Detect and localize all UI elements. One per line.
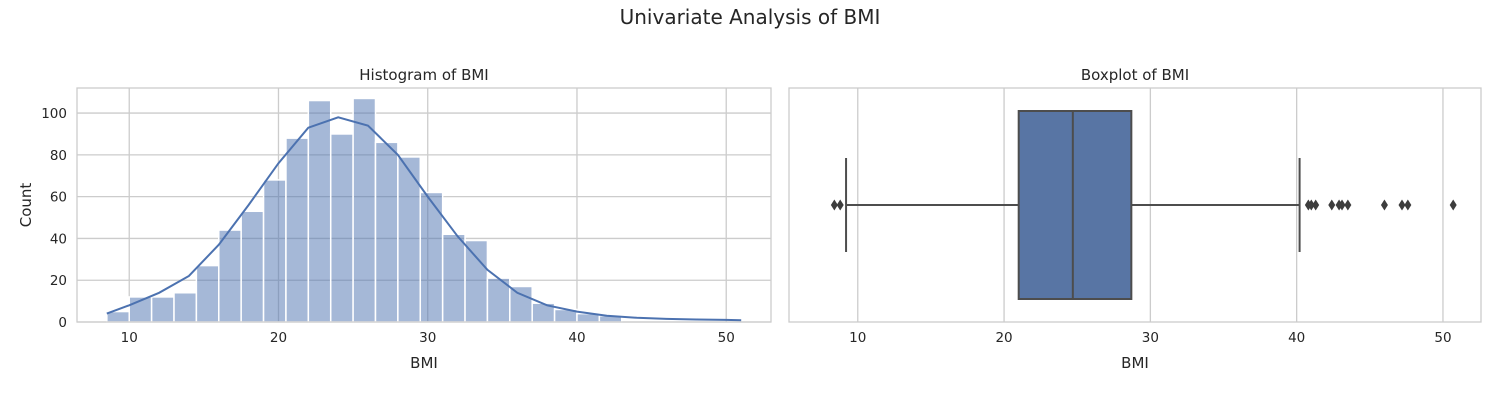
boxplot-x-label: BMI xyxy=(1121,354,1149,372)
histogram-panel: Histogram of BMI 10 20 30 40 50 0 20 40 60 80 100… xyxy=(17,66,772,372)
histogram-bar xyxy=(218,229,242,323)
y-tick-label: 40 xyxy=(50,231,67,247)
x-tick-label: 50 xyxy=(1434,330,1451,346)
y-tick-label: 60 xyxy=(50,190,67,206)
histogram-bar xyxy=(441,233,466,323)
x-tick-label: 10 xyxy=(849,330,866,346)
histogram-bar xyxy=(240,210,265,323)
boxplot-frame xyxy=(788,87,1482,323)
histogram-bar xyxy=(173,292,198,323)
histogram-bar xyxy=(329,133,354,323)
histogram-y-ticks: 0 20 40 60 80 100 xyxy=(41,106,67,331)
histogram-bar xyxy=(464,239,489,323)
histogram-x-label: BMI xyxy=(410,354,438,372)
outlier-point xyxy=(1312,199,1320,211)
x-tick-label: 50 xyxy=(718,330,735,346)
histogram-frame xyxy=(76,87,772,323)
x-tick-label: 20 xyxy=(995,330,1012,346)
boxplot-x-ticks: 10 20 30 40 50 xyxy=(849,330,1451,346)
outlier-point xyxy=(830,199,838,211)
figure-title: Univariate Analysis of BMI xyxy=(620,5,881,29)
boxplot-marks xyxy=(830,110,1457,300)
histogram-bar xyxy=(352,97,377,323)
boxplot-panel: Boxplot of BMI 10 20 30 40 50 BMI xyxy=(788,66,1482,372)
y-tick-label: 100 xyxy=(41,106,67,122)
x-tick-label: 10 xyxy=(121,330,138,346)
histogram-bar xyxy=(374,141,399,323)
outlier-point xyxy=(1307,199,1315,211)
y-tick-label: 0 xyxy=(58,315,67,331)
histogram-bar xyxy=(262,179,287,323)
outlier-point xyxy=(1380,199,1388,211)
x-tick-label: 30 xyxy=(419,330,436,346)
outlier-point xyxy=(1398,199,1406,211)
x-tick-label: 40 xyxy=(1288,330,1305,346)
histogram-bar xyxy=(285,137,310,323)
histogram-bar xyxy=(307,99,332,323)
histogram-bar xyxy=(195,264,220,323)
histogram-title: Histogram of BMI xyxy=(359,66,488,84)
outlier-point xyxy=(1449,199,1457,211)
histogram-bar xyxy=(150,296,175,323)
outlier-point xyxy=(836,199,844,211)
outlier-point xyxy=(1338,199,1346,211)
x-tick-label: 20 xyxy=(270,330,287,346)
outlier-point xyxy=(1344,199,1352,211)
histogram-x-ticks: 10 20 30 40 50 xyxy=(121,330,735,346)
boxplot-title: Boxplot of BMI xyxy=(1081,66,1189,84)
outlier-point xyxy=(1328,199,1336,211)
kde-curve xyxy=(106,116,742,322)
x-tick-label: 40 xyxy=(568,330,585,346)
x-tick-label: 30 xyxy=(1142,330,1159,346)
y-tick-label: 80 xyxy=(50,148,67,164)
histogram-y-label: Count xyxy=(17,183,35,228)
histogram-bars xyxy=(106,97,623,323)
outlier-point xyxy=(1404,199,1412,211)
iqr-box xyxy=(1017,110,1133,300)
y-tick-label: 20 xyxy=(50,273,67,289)
histogram-bar xyxy=(509,285,533,323)
